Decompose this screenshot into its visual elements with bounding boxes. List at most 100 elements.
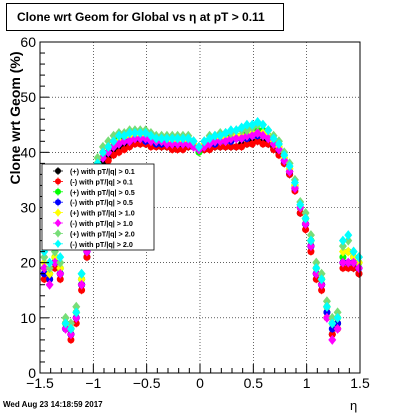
data-point bbox=[349, 257, 358, 268]
data-point bbox=[194, 141, 203, 152]
data-point bbox=[328, 325, 336, 333]
data-point bbox=[78, 286, 86, 294]
data-point bbox=[50, 252, 59, 263]
x-tick-label: 0 bbox=[196, 375, 204, 391]
data-point bbox=[349, 246, 358, 257]
data-point bbox=[61, 312, 70, 323]
data-point bbox=[206, 146, 214, 154]
y-tick-label: 20 bbox=[20, 255, 36, 271]
data-point bbox=[339, 253, 347, 261]
data-point bbox=[131, 140, 139, 148]
data-point bbox=[66, 329, 75, 340]
data-point bbox=[344, 264, 352, 272]
data-point bbox=[45, 279, 54, 290]
data-point bbox=[290, 177, 299, 188]
data-point bbox=[173, 139, 182, 150]
data-point bbox=[333, 323, 342, 334]
legend-label: (-) with pT/|q| > 1.0 bbox=[70, 219, 133, 228]
data-point bbox=[312, 257, 321, 268]
legend-label: (+) with pT/|q| > 0.5 bbox=[70, 188, 135, 197]
data-point bbox=[67, 336, 75, 344]
data-point bbox=[333, 307, 342, 318]
data-point bbox=[322, 312, 331, 323]
data-point bbox=[136, 140, 144, 148]
data-point bbox=[285, 161, 294, 172]
y-tick-label: 50 bbox=[20, 89, 36, 105]
data-point bbox=[264, 125, 273, 136]
data-point bbox=[130, 128, 139, 139]
data-point bbox=[317, 268, 326, 279]
data-point bbox=[98, 147, 107, 158]
legend-marker bbox=[55, 199, 61, 206]
data-point bbox=[147, 143, 155, 151]
data-point bbox=[222, 143, 230, 151]
data-point bbox=[317, 274, 326, 285]
legend-label: (-) with pT/|q| > 0.1 bbox=[70, 177, 133, 186]
data-point bbox=[344, 230, 353, 241]
data-point bbox=[110, 151, 118, 159]
legend-label: (-) with pT/|q| > 0.5 bbox=[70, 198, 133, 207]
data-point bbox=[328, 330, 336, 338]
x-tick-label: 1 bbox=[303, 375, 311, 391]
data-point bbox=[40, 275, 48, 283]
data-point bbox=[243, 140, 251, 148]
data-point bbox=[40, 252, 49, 263]
data-point bbox=[125, 128, 134, 139]
data-point bbox=[173, 133, 182, 144]
data-point bbox=[179, 146, 187, 154]
x-axis-label: η bbox=[350, 398, 358, 413]
data-point bbox=[301, 219, 310, 230]
data-point bbox=[115, 148, 123, 156]
data-point bbox=[83, 253, 91, 261]
x-tick-label: 0.5 bbox=[244, 375, 264, 391]
series-7 bbox=[40, 116, 363, 334]
data-point bbox=[178, 139, 187, 150]
data-point bbox=[210, 130, 219, 141]
data-point bbox=[333, 312, 342, 323]
data-point bbox=[72, 301, 81, 312]
legend-marker bbox=[54, 239, 62, 248]
data-point bbox=[242, 119, 251, 130]
data-point bbox=[354, 257, 363, 268]
data-point bbox=[56, 268, 65, 279]
data-point bbox=[312, 268, 321, 279]
x-tick-label: −1 bbox=[85, 375, 101, 391]
data-point bbox=[269, 133, 278, 144]
data-point bbox=[120, 146, 128, 154]
data-point bbox=[56, 257, 65, 268]
data-point bbox=[157, 133, 166, 144]
data-point bbox=[216, 136, 225, 147]
data-point bbox=[338, 246, 347, 257]
data-point bbox=[354, 252, 363, 263]
data-point bbox=[323, 308, 331, 316]
legend: (+) with pT/|q| > 0.1(-) with pT/|q| > 0… bbox=[41, 163, 155, 251]
data-point bbox=[61, 318, 70, 329]
data-point bbox=[104, 136, 113, 147]
axis-ticks: −1.5 −1 −0.5 0 0.5 1 1.5 0 10 20 30 40 50 60 bbox=[20, 34, 370, 391]
data-point bbox=[328, 318, 337, 329]
y-tick-label: 0 bbox=[28, 365, 36, 381]
data-point bbox=[296, 199, 305, 210]
data-point bbox=[302, 226, 310, 234]
data-point bbox=[227, 143, 235, 151]
data-point bbox=[46, 275, 54, 283]
data-point bbox=[344, 246, 353, 257]
data-point bbox=[120, 136, 129, 147]
data-point bbox=[77, 279, 86, 290]
legend-label: (+) with pT/|q| > 0.1 bbox=[70, 167, 135, 176]
data-point bbox=[45, 263, 54, 274]
data-point bbox=[306, 241, 315, 252]
data-point bbox=[72, 312, 81, 323]
data-point bbox=[216, 143, 224, 151]
x-tick-label: −1.5 bbox=[26, 375, 54, 391]
data-point bbox=[174, 146, 182, 154]
data-point bbox=[66, 323, 75, 334]
data-point bbox=[72, 307, 81, 318]
data-point bbox=[77, 274, 86, 285]
data-point bbox=[258, 119, 267, 130]
data-point bbox=[40, 263, 49, 274]
data-point bbox=[56, 252, 65, 263]
data-point bbox=[344, 257, 353, 268]
data-point bbox=[242, 130, 251, 141]
